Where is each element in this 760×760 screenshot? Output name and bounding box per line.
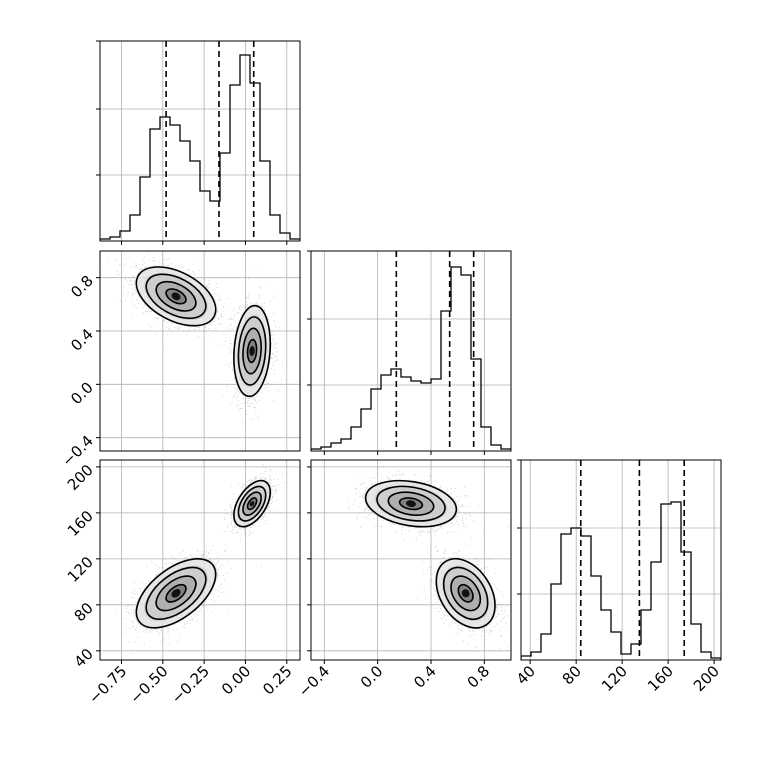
contour-line: [246, 497, 258, 511]
contour-line: [450, 575, 482, 612]
panel-frame: [99, 459, 301, 661]
contour-line: [237, 316, 267, 386]
histogram-1: [311, 266, 511, 451]
contour-line: [233, 304, 272, 398]
contour-line: [242, 327, 262, 375]
contour-line: [145, 273, 207, 320]
density-peak: [171, 292, 181, 301]
scatter-panel-1-0: [99, 250, 301, 452]
density-peak: [249, 501, 255, 507]
density-peak: [249, 346, 255, 356]
panel-frame: [99, 40, 301, 242]
panel-frame: [310, 459, 512, 661]
panel-frame: [310, 250, 512, 452]
density-peak: [171, 589, 181, 598]
contour-line: [135, 558, 217, 629]
contour-line: [376, 485, 446, 522]
contour-line: [457, 583, 474, 603]
contour-line: [237, 485, 267, 522]
histogram-0: [100, 54, 300, 241]
panel-frame: [99, 250, 301, 452]
contour-line: [364, 479, 458, 528]
density-peak: [461, 589, 470, 598]
histogram-2: [521, 501, 721, 660]
contour-line: [246, 338, 258, 364]
contour-line: [165, 583, 187, 603]
hist-panel-1: [307, 250, 512, 452]
contour-line: [387, 491, 435, 516]
contour-line: [145, 566, 207, 620]
density-peak: [405, 500, 417, 508]
contour-line: [233, 479, 272, 528]
contour-line: [135, 266, 217, 327]
scatter-panel-2-0: [99, 459, 301, 661]
contour-line: [155, 280, 197, 312]
contour-line: [155, 575, 197, 612]
hist-panel-0: [96, 40, 301, 242]
contour-line: [398, 497, 424, 511]
contour-line: [242, 491, 262, 516]
scatter-panel-2-1: [310, 459, 512, 661]
contour-line: [435, 558, 496, 629]
panel-frame: [520, 459, 722, 661]
hist-panel-2: [517, 459, 722, 661]
contour-line: [165, 288, 187, 305]
contour-line: [442, 566, 489, 620]
